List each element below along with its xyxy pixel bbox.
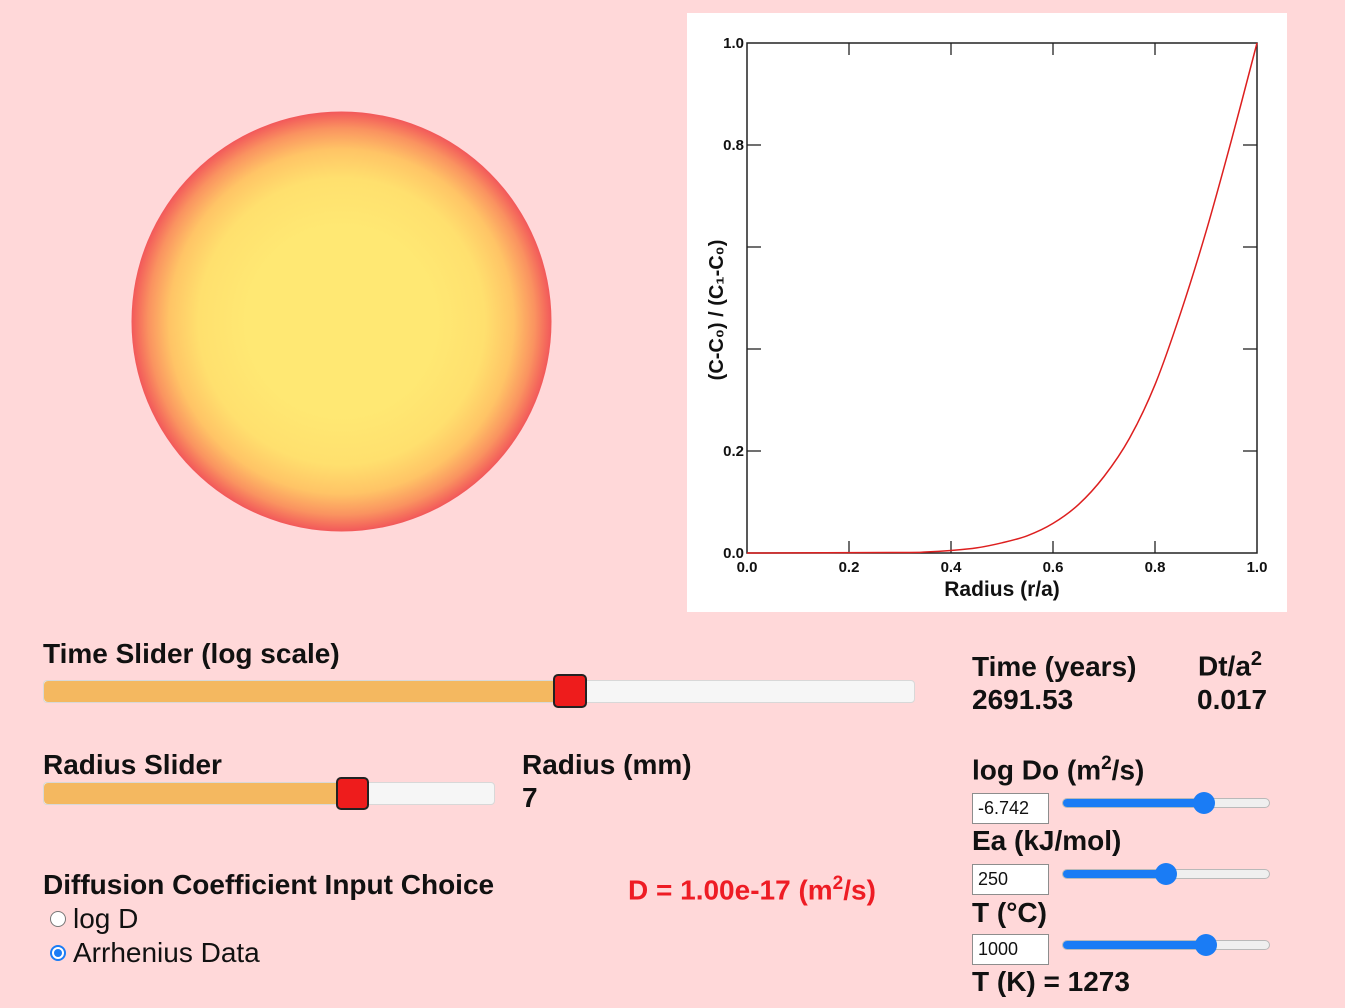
x-tick-label: 0.0 [737,559,758,576]
temperature-c-input[interactable] [972,934,1049,965]
radio-log-d-label: log D [73,903,139,934]
concentration-sphere [131,111,552,532]
x-tick-label: 0.4 [941,559,963,576]
y-tick-label: 0.0 [723,545,744,562]
diffusion-choice-heading: Diffusion Coefficient Input Choice [43,869,495,900]
time-slider-thumb[interactable] [553,674,588,708]
y-tick-label: 1.0 [723,35,744,52]
radius-mm-value: 7 [522,782,538,813]
ea-slider[interactable] [1062,863,1270,885]
time-years-value: 2691.53 [972,684,1074,715]
ea-input[interactable] [972,864,1049,895]
time-years-label: Time (years) [972,651,1137,682]
plot-frame [746,42,1258,554]
x-tick-label: 1.0 [1247,559,1268,576]
radius-slider[interactable] [43,777,495,810]
log-do-slider-fill [1063,799,1205,807]
log-do-slider[interactable] [1062,792,1270,814]
temperature-slider-fill [1063,941,1207,949]
radius-slider-thumb[interactable] [335,777,369,810]
radius-slider-label: Radius Slider [43,749,222,780]
concentration-profile-chart: 0.0 0.2 0.4 0.6 0.8 1.0 0.0 0.2 0.8 1.0 Radius (r/… [687,13,1287,612]
ea-label: Ea (kJ/mol) [972,825,1122,856]
y-tick-label: 0.8 [723,137,744,154]
time-slider-label: Time Slider (log scale) [43,638,340,669]
log-do-input[interactable] [972,793,1049,824]
x-tick-label: 0.8 [1145,559,1166,576]
x-axis-label: Radius (r/a) [944,578,1060,601]
log-do-slider-thumb[interactable] [1193,792,1216,814]
time-slider-fill [44,681,571,702]
chart-svg: 0.0 0.2 0.4 0.6 0.8 1.0 0.0 0.2 0.8 1.0 Radius (r/… [706,35,1268,601]
x-tick-label: 0.6 [1043,559,1064,576]
x-tick-label: 0.2 [839,559,860,576]
temperature-c-label: T (°C) [972,897,1047,928]
radius-mm-label: Radius (mm) [522,749,692,780]
y-axis-label: (C-C₀) / (C₁-C₀) [706,240,728,381]
ea-slider-fill [1063,870,1166,878]
radio-log-d-button[interactable] [50,911,66,927]
time-slider[interactable] [43,674,915,708]
dta2-label: Dt/a2 [1198,648,1263,682]
y-tick-label: 0.2 [723,443,744,460]
log-do-label: log Do (m2/s) [972,753,1145,786]
dta2-value: 0.017 [1197,684,1268,715]
temperature-slider-thumb[interactable] [1195,934,1218,956]
series-line [746,42,1258,554]
temperature-slider[interactable] [1062,934,1270,956]
radio-arrhenius-button[interactable] [50,945,66,961]
radio-arrhenius-label: Arrhenius Data [73,937,260,968]
diffusion-coefficient-value: D = 1.00e-17 (m2/s) [628,873,876,906]
temperature-k-value: T (K) = 1273 [972,966,1130,997]
ea-slider-thumb[interactable] [1155,863,1177,885]
radius-slider-fill [44,783,353,804]
